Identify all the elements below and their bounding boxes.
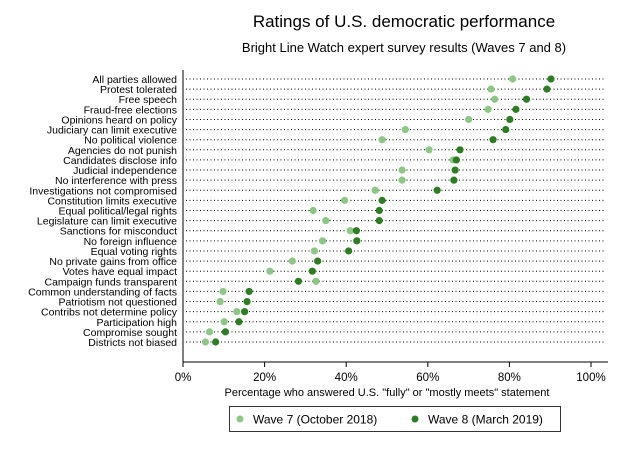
data-point-wave8: [450, 176, 458, 184]
category-label: Candidates disclose info: [63, 155, 177, 167]
category-label: Judicial independence: [73, 165, 177, 177]
x-tick-label: 0%: [175, 372, 192, 384]
category-label: Constitution limits executive: [47, 195, 177, 207]
data-point-wave7: [216, 297, 224, 306]
category-label: Votes have equal impact: [63, 266, 177, 278]
data-point-wave8: [375, 206, 383, 215]
category-label: Sanctions for misconduct: [60, 226, 177, 238]
category-label: Participation high: [96, 317, 177, 329]
data-point-wave8: [353, 237, 361, 245]
category-label: No foreign influence: [84, 236, 178, 248]
data-point-wave8: [245, 287, 253, 296]
x-tick-label: 20%: [253, 372, 276, 384]
data-point-wave8: [378, 196, 386, 204]
data-point-wave7: [401, 125, 409, 134]
data-point-wave8: [235, 318, 243, 326]
category-label: Fraud-free elections: [84, 104, 177, 116]
data-point-wave8: [294, 277, 303, 285]
category-label: All parties allowed: [92, 74, 177, 86]
data-point-wave7: [312, 277, 320, 285]
data-point-wave7: [398, 176, 406, 184]
data-point-wave7: [491, 95, 499, 103]
legend-marker-wave7: [236, 415, 244, 423]
data-point-wave8: [506, 115, 514, 124]
x-tick-label: 100%: [576, 372, 605, 384]
data-point-wave7: [340, 196, 349, 204]
category-label: Agencies do not punish: [68, 145, 177, 157]
category-label: Investigations not compromised: [29, 185, 177, 197]
data-point-wave7: [310, 247, 318, 255]
chart-subtitle: Bright Line Watch expert survey results …: [242, 40, 566, 55]
x-tick-label: 40%: [335, 372, 358, 384]
data-point-wave8: [502, 125, 510, 134]
data-point-wave7: [398, 166, 406, 174]
data-point-wave8: [452, 156, 460, 164]
data-point-wave8: [547, 75, 555, 83]
data-point-wave7: [219, 287, 227, 296]
data-point-wave8: [314, 257, 322, 265]
category-label: Common understanding of facts: [28, 286, 177, 298]
data-point-wave7: [233, 308, 241, 316]
data-point-wave7: [318, 237, 327, 245]
category-label: Contribs not determine policy: [41, 307, 178, 319]
data-point-wave7: [322, 217, 330, 225]
data-point-wave8: [345, 247, 353, 255]
data-point-wave8: [221, 328, 230, 336]
category-label: Protest tolerated: [100, 84, 177, 96]
data-point-wave8: [375, 217, 383, 225]
legend: Wave 7 (October 2018) Wave 8 (March 2019…: [229, 406, 561, 432]
category-label: Legislature can limit executive: [37, 216, 177, 228]
data-point-wave7: [487, 85, 495, 93]
data-point-wave7: [425, 146, 433, 154]
category-label: Compromise sought: [83, 327, 177, 339]
data-point-wave7: [371, 186, 379, 194]
data-point-wave8: [451, 166, 459, 174]
data-point-wave7: [378, 136, 386, 144]
data-point-wave8: [352, 227, 360, 235]
data-point-wave8: [512, 105, 520, 113]
category-label: No private gains from office: [49, 256, 177, 268]
category-label: Judiciary can limit executive: [47, 125, 177, 137]
data-point-wave8: [456, 146, 464, 154]
legend-marker-wave8: [411, 415, 419, 423]
x-tick-label: 80%: [498, 372, 521, 384]
data-point-wave7: [205, 328, 214, 336]
data-point-wave8: [308, 267, 316, 275]
category-label: Patriotism not questioned: [59, 297, 178, 309]
data-point-wave8: [489, 136, 497, 144]
category-label: Equal political/legal rights: [59, 206, 177, 218]
chart-title: Ratings of U.S. democratic performance: [253, 12, 555, 31]
legend-label-wave8: Wave 8 (March 2019): [428, 413, 543, 427]
data-point-wave8: [433, 186, 441, 194]
data-point-wave8: [241, 308, 249, 316]
legend-label-wave7: Wave 7 (October 2018): [253, 413, 377, 427]
data-point-wave7: [484, 105, 492, 113]
data-point-wave7: [288, 257, 296, 265]
x-axis-label: Percentage who answered U.S. "fully" or …: [225, 387, 550, 399]
data-point-wave7: [309, 206, 317, 215]
category-label: No interference with press: [55, 175, 177, 187]
category-label: Free speech: [119, 94, 178, 106]
data-point-wave8: [543, 85, 551, 93]
data-point-wave8: [522, 95, 531, 103]
data-point-wave8: [212, 338, 220, 346]
data-point-wave8: [243, 297, 251, 306]
x-tick-label: 60%: [416, 372, 439, 384]
category-label: Districts not biased: [88, 337, 177, 349]
category-label: Opinions heard on policy: [61, 114, 177, 126]
category-label: Campaign funds transparent: [45, 276, 178, 288]
data-point-wave7: [201, 338, 210, 346]
data-point-wave7: [465, 115, 473, 124]
data-point-wave7: [509, 75, 517, 83]
category-label: No political violence: [84, 135, 177, 147]
data-point-wave7: [346, 227, 354, 235]
data-point-wave7: [266, 267, 274, 275]
category-label: Equal voting rights: [91, 246, 177, 258]
data-point-wave7: [220, 318, 228, 326]
